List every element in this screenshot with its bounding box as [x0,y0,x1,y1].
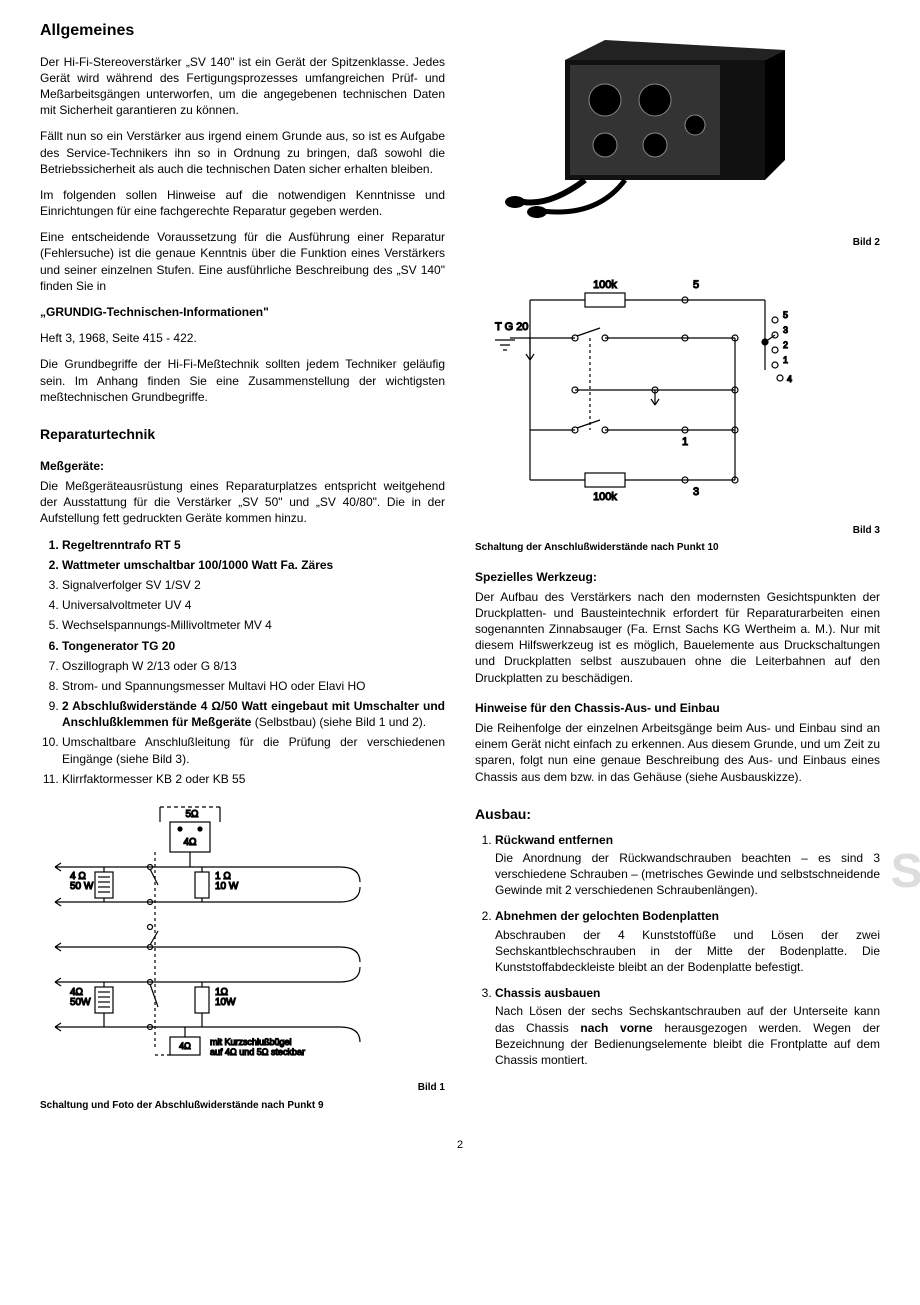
list-item: Strom- und Spannungsmesser Multavi HO od… [62,678,445,694]
figure-1-label: Bild 1 [40,1081,445,1095]
figure-3: T G 20 100k 5 5 [475,260,880,555]
para-bold: „GRUNDIG-Technischen-Informationen" [40,304,445,320]
list-item: Signalverfolger SV 1/SV 2 [62,577,445,593]
heading-allgemeines: Allgemeines [40,20,445,42]
svg-text:4: 4 [787,374,792,384]
svg-text:T G 20: T G 20 [495,321,528,333]
watermark: S. [891,840,920,905]
schematic-bild3: T G 20 100k 5 5 [475,260,815,520]
heading-ausbau: Ausbau: [475,805,880,824]
left-column: Allgemeines Der Hi-Fi-Stereoverstärker „… [40,20,445,1118]
para: Fällt nun so ein Verstärker aus irgend e… [40,128,445,177]
svg-text:4 Ω50 W: 4 Ω50 W [70,871,94,892]
list-item: Wattmeter umschaltbar 100/1000 Watt Fa. … [62,557,445,573]
right-column: Bild 2 T G 20 100k [475,20,880,1118]
heading-messgeraete: Meßgeräte: [40,458,445,474]
svg-text:3: 3 [783,325,788,335]
svg-text:4Ω: 4Ω [179,1041,191,1051]
list-item: Regeltrenntrafo RT 5 [62,537,445,553]
para: Die Grundbegriffe der Hi-Fi-Meßtechnik s… [40,356,445,405]
figure-2: Bild 2 [475,30,880,250]
para: Die Reihenfolge der einzelnen Arbeitsgän… [475,720,880,785]
para: Der Aufbau des Verstärkers nach den mode… [475,589,880,686]
list-item: Abnehmen der gelochten Bodenplatten Absc… [495,908,880,975]
list-item: Rückwand entfernen Die Anordnung der Rüc… [495,832,880,899]
equipment-list: Regeltrenntrafo RT 5 Wattmeter umschaltb… [40,537,445,787]
para: Im folgenden sollen Hinweise auf die not… [40,187,445,219]
heading-hinweise: Hinweise für den Chassis-Aus- und Einbau [475,700,880,716]
list-item: Oszillograph W 2/13 oder G 8/13 [62,658,445,674]
svg-text:100k: 100k [593,279,617,291]
schematic-bild1: 5Ω 4Ω [40,797,400,1077]
list-item: Universalvoltmeter UV 4 [62,597,445,613]
para: Die Meßgeräteausrüstung eines Reparaturp… [40,478,445,527]
svg-text:4Ω50W: 4Ω50W [70,987,91,1008]
list-item: 2 Abschlußwiderstände 4 Ω/50 Watt eingeb… [62,698,445,730]
list-item: Wechselspannungs-Millivoltmeter MV 4 [62,617,445,633]
svg-text:3: 3 [693,486,699,498]
svg-text:1: 1 [682,436,688,448]
svg-text:100k: 100k [593,491,617,503]
list-item: Chassis ausbauen Nach Lösen der sechs Se… [495,985,880,1068]
heading-spezielles: Spezielles Werkzeug: [475,569,880,585]
list-item: Tongenerator TG 20 [62,638,445,654]
para: Der Hi-Fi-Stereoverstärker „SV 140" ist … [40,54,445,119]
figure-3-label: Bild 3 [475,524,880,538]
para: Eine entscheidende Voraussetzung für die… [40,229,445,294]
para: Heft 3, 1968, Seite 415 - 422. [40,330,445,346]
figure-1-caption: Schaltung und Foto der Abschlußwiderstän… [40,1099,445,1113]
heading-reparatur: Reparaturtechnik [40,425,445,444]
svg-text:2: 2 [783,340,788,350]
svg-text:5: 5 [693,279,699,291]
svg-text:5Ω: 5Ω [185,809,199,820]
figure-3-caption: Schaltung der Anschlußwiderstände nach P… [475,541,880,555]
page-number: 2 [40,1138,880,1153]
list-item: Umschaltbare Anschlußleitung für die Prü… [62,734,445,766]
svg-text:1Ω10W: 1Ω10W [215,987,236,1008]
svg-text:1 Ω10 W: 1 Ω10 W [215,871,239,892]
ausbau-list: Rückwand entfernen Die Anordnung der Rüc… [475,832,880,1068]
svg-text:mit Kurzschlußbügelauf 4Ω und: mit Kurzschlußbügelauf 4Ω und 5Ω steckba… [210,1037,305,1057]
svg-text:4Ω: 4Ω [183,837,197,848]
photo-device [475,30,815,230]
figure-1: 5Ω 4Ω [40,797,445,1112]
figure-2-label: Bild 2 [475,236,880,250]
list-item: Klirrfaktormesser KB 2 oder KB 55 [62,771,445,787]
svg-text:1: 1 [783,355,788,365]
svg-text:5: 5 [783,310,788,320]
